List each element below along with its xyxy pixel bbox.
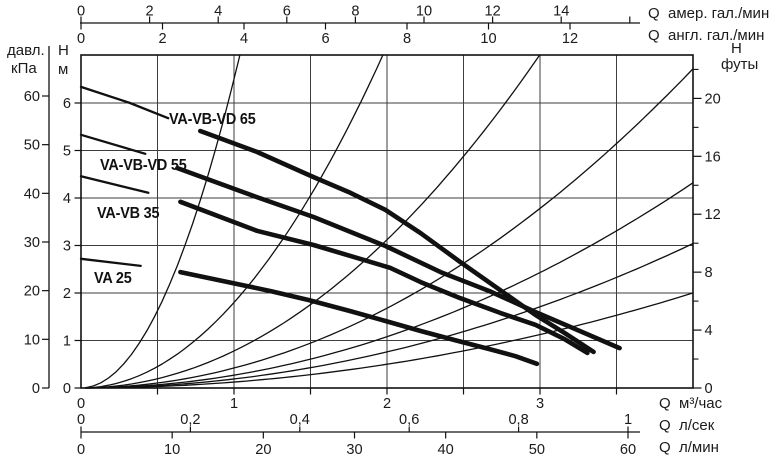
head-meters-axis-label: Н xyxy=(58,42,69,59)
top-uk-tick-label: 6 xyxy=(321,31,329,47)
lsec-tick-label: 0,2 xyxy=(180,412,200,428)
top-uk-tick-label: 4 xyxy=(240,31,248,47)
curve-label-va-25: VA 25 xyxy=(94,270,132,287)
lmin-tick-label: 10 xyxy=(164,442,180,458)
pump-curve-lead-0 xyxy=(79,85,170,120)
top-uk-tick-label: 0 xyxy=(77,31,85,47)
top-us-tick-label: 4 xyxy=(214,4,222,20)
m3h-tick-label: 1 xyxy=(230,396,238,412)
lsec-tick-label: 0 xyxy=(77,412,85,428)
head-m-tick-label: 3 xyxy=(63,239,71,255)
pump-curve-lead-3 xyxy=(79,257,142,268)
top-us-tick-label: 2 xyxy=(146,4,154,20)
kpa-tick-label: 60 xyxy=(24,89,40,105)
lsec-tick-label: 0,8 xyxy=(508,412,528,428)
top-us-tick-label: 14 xyxy=(553,4,569,20)
system-curve xyxy=(84,68,694,389)
top-us-tick-label: 0 xyxy=(77,4,85,20)
lmin-tick-label: 20 xyxy=(255,442,271,458)
top-us-tick-label: 10 xyxy=(416,4,432,20)
m3h-tick-label: 2 xyxy=(383,396,391,412)
top-us-tick-label: 8 xyxy=(351,4,359,20)
lmin-tick-label: 40 xyxy=(438,442,454,458)
kpa-tick-label: 0 xyxy=(32,381,40,397)
feet-tick-label: 16 xyxy=(705,149,721,165)
lmin-tick-label: 0 xyxy=(77,442,85,458)
head-feet-axis-label: Н xyxy=(731,40,742,57)
top-us-tick-label: 12 xyxy=(484,4,500,20)
head-feet-axis-unit: футы xyxy=(721,56,759,73)
lmin-tick-label: 60 xyxy=(620,442,636,458)
bottom-axis-title-m3h: Q м³/час xyxy=(659,395,723,412)
head-m-tick-label: 4 xyxy=(63,191,71,207)
system-curve xyxy=(84,292,694,389)
kpa-tick-label: 40 xyxy=(24,186,40,202)
feet-tick-label: 20 xyxy=(705,91,721,107)
pressure-axis-label-line1: давл. xyxy=(7,42,45,59)
top-axis-title-uk-gpm: Q англ. гал./мин xyxy=(648,27,765,44)
lmin-tick-label: 30 xyxy=(346,442,362,458)
curve-label-va-vb-vd-65: VA-VB-VD 65 xyxy=(169,111,256,128)
lmin-tick-label: 50 xyxy=(529,442,545,458)
system-curve xyxy=(84,182,694,389)
top-axis-title-us-gpm: Q амер. гал./мин xyxy=(648,5,770,22)
m3h-tick-label: 3 xyxy=(536,396,544,412)
head-m-tick-label: 2 xyxy=(63,286,71,302)
feet-tick-label: 8 xyxy=(705,265,713,281)
kpa-tick-label: 50 xyxy=(24,138,40,154)
feet-tick-label: 4 xyxy=(705,323,713,339)
lsec-tick-label: 0,6 xyxy=(399,412,419,428)
feet-tick-label: 12 xyxy=(705,207,721,223)
top-uk-tick-label: 8 xyxy=(403,31,411,47)
bottom-axis-title-lmin: Q л/мин xyxy=(659,439,719,456)
feet-tick-label: 0 xyxy=(705,381,713,397)
head-m-tick-label: 5 xyxy=(63,144,71,160)
curve-label-va-vb-35: VA-VB 35 xyxy=(97,205,160,222)
pump-curve-lead-1 xyxy=(79,133,147,155)
kpa-tick-label: 20 xyxy=(24,284,40,300)
pump-curve-0 xyxy=(198,128,596,355)
system-curve xyxy=(84,54,384,389)
pump-curve-2 xyxy=(178,199,590,356)
bottom-axis-title-lsec: Q л/сек xyxy=(659,417,715,434)
head-m-tick-label: 1 xyxy=(63,334,71,350)
kpa-tick-label: 30 xyxy=(24,235,40,251)
pump-curve-1 xyxy=(175,165,622,351)
lsec-tick-label: 1 xyxy=(624,412,632,428)
top-us-tick-label: 6 xyxy=(283,4,291,20)
pressure-axis-label-line2: кПа xyxy=(11,60,37,77)
top-uk-tick-label: 12 xyxy=(562,31,578,47)
curve-label-va-vb-vd-55: VA-VB-VD 55 xyxy=(100,157,187,174)
system-curve xyxy=(84,242,694,389)
system-curve xyxy=(84,54,241,389)
kpa-tick-label: 10 xyxy=(24,332,40,348)
top-uk-tick-label: 10 xyxy=(480,31,496,47)
head-m-tick-label: 0 xyxy=(63,381,71,397)
m3h-tick-label: 0 xyxy=(77,396,85,412)
lsec-tick-label: 0,4 xyxy=(290,412,310,428)
pump-curve-lead-2 xyxy=(79,175,150,194)
head-meters-axis-unit: м xyxy=(58,61,69,78)
top-uk-tick-label: 2 xyxy=(158,31,166,47)
pump-curve-3 xyxy=(178,269,540,367)
head-m-tick-label: 6 xyxy=(63,96,71,112)
